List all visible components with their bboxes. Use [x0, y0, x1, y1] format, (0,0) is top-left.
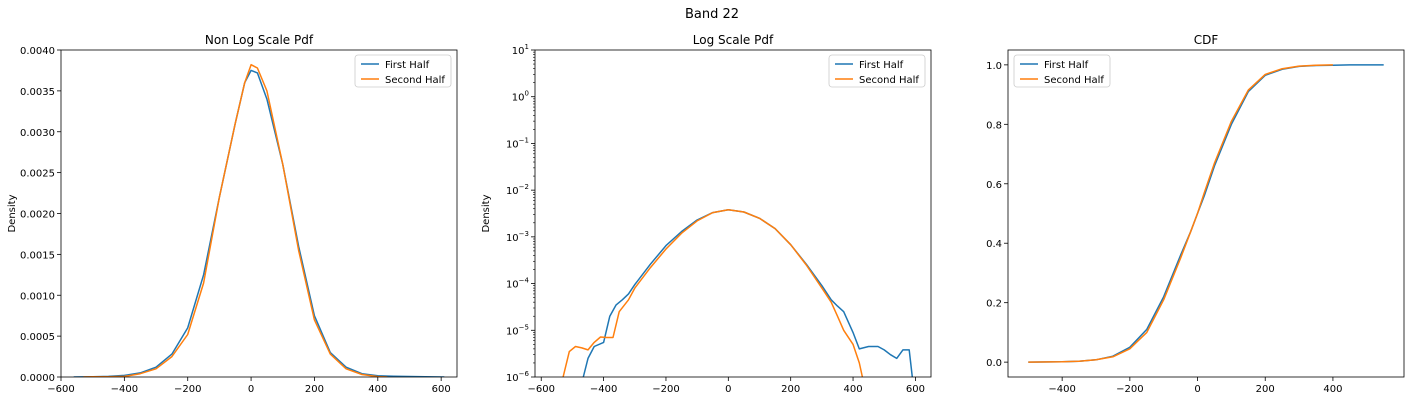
chart-1-ytick-label: 10−6	[506, 370, 530, 384]
chart-1-xtick-label: −600	[528, 384, 555, 395]
chart-2-legend-label: Second Half	[1044, 75, 1104, 86]
chart-0-axes-frame	[60, 49, 458, 378]
chart-0-xtick-label: 0	[248, 384, 254, 395]
chart-1-xtick-label: 200	[781, 384, 800, 395]
chart-1-legend-label: Second Half	[859, 75, 919, 86]
chart-0-xtick-label: −200	[174, 384, 201, 395]
chart-2-ytick-label: 0.2	[986, 299, 1002, 310]
chart-0-ytick-label: 0.0025	[20, 169, 55, 180]
chart-0-legend-label: Second Half	[385, 75, 445, 86]
chart-0-xtick-label: −400	[111, 384, 138, 395]
chart-2-ytick-label: 0.0	[986, 358, 1002, 369]
chart-2-ytick-label: 1.0	[986, 61, 1002, 72]
chart-2-xtick-label: −200	[1116, 384, 1143, 395]
chart-2-ytick-label: 0.8	[986, 120, 1002, 131]
chart-0-ytick-label: 0.0015	[20, 250, 55, 261]
chart-0-title: Non Log Scale Pdf	[205, 33, 314, 47]
chart-1-ytick-label: 10−4	[506, 277, 530, 291]
chart-2-ytick-label: 0.4	[986, 239, 1002, 250]
chart-2-xtick-label: 400	[1323, 384, 1342, 395]
chart-1-legend-label: First Half	[859, 60, 904, 71]
chart-0-series-second-half-line	[83, 63, 388, 377]
chart-2-title: CDF	[1194, 33, 1219, 47]
panel-non-log-pdf: Non Log Scale Pdf Density −600 −400 −200 0 200…	[7, 33, 458, 395]
chart-1-title: Log Scale Pdf	[693, 33, 774, 47]
chart-1-ytick-label: 100	[512, 90, 529, 104]
chart-1-xtick-label: 400	[844, 384, 863, 395]
chart-1-ytick-label: 10−1	[506, 136, 529, 150]
panel-log-pdf: Log Scale Pdf Density −600 −400 −200 0 200 400 6…	[481, 33, 932, 395]
chart-1-ytick-label: 101	[512, 43, 529, 57]
chart-0-ylabel: Density	[7, 194, 18, 232]
chart-1-ytick-label: 10−5	[506, 323, 529, 337]
chart-2-ytick-label: 0.6	[986, 180, 1002, 191]
chart-2-legend: First Half Second Half	[1013, 54, 1111, 88]
chart-0-xtick-label: 600	[432, 384, 451, 395]
chart-0-legend: First Half Second Half	[354, 54, 452, 88]
chart-1-ytick-label: 10−3	[506, 230, 529, 244]
chart-1-ytick-label: 10−2	[506, 183, 529, 197]
chart-0-ytick-label: 0.0000	[20, 373, 55, 384]
chart-2-axes-frame	[1007, 49, 1405, 378]
chart-0-ytick-label: 0.0020	[20, 210, 55, 221]
chart-2-series-second-half-line	[1028, 64, 1333, 363]
chart-1-series-second-half-line	[562, 209, 864, 377]
chart-1-legend: First Half Second Half	[828, 54, 926, 88]
chart-1-xtick-label: 600	[906, 384, 925, 395]
figure-suptitle: Band 22	[685, 7, 739, 22]
chart-0-ytick-label: 0.0010	[20, 291, 55, 302]
panel-cdf: CDF −400 −200 0 200 400 0.0 0.2 0.4 0.6 0.8 1.0 Firs…	[986, 33, 1405, 395]
chart-2-xtick-label: 200	[1256, 384, 1275, 395]
chart-0-xtick-label: −600	[47, 384, 74, 395]
chart-0-xtick-label: 400	[368, 384, 387, 395]
chart-0-ytick-label: 0.0040	[20, 46, 55, 57]
chart-2-xtick-label: −400	[1048, 384, 1075, 395]
chart-1-xtick-label: −400	[590, 384, 617, 395]
chart-1-xtick-label: −200	[652, 384, 679, 395]
chart-1-xtick-label: 0	[725, 384, 731, 395]
chart-0-ytick-label: 0.0035	[20, 87, 55, 98]
chart-0-series-first-half-line	[73, 69, 445, 377]
chart-2-xtick-label: 0	[1194, 384, 1200, 395]
chart-2-legend-label: First Half	[1044, 60, 1089, 71]
chart-0-ytick-label: 0.0005	[20, 332, 55, 343]
chart-2-series-first-half-line	[1028, 64, 1384, 363]
chart-1-axes-frame	[534, 49, 932, 378]
chart-0-ytick-label: 0.0030	[20, 128, 55, 139]
chart-1-ylabel: Density	[481, 194, 492, 232]
chart-0-legend-label: First Half	[385, 60, 430, 71]
chart-0-xtick-label: 200	[305, 384, 324, 395]
